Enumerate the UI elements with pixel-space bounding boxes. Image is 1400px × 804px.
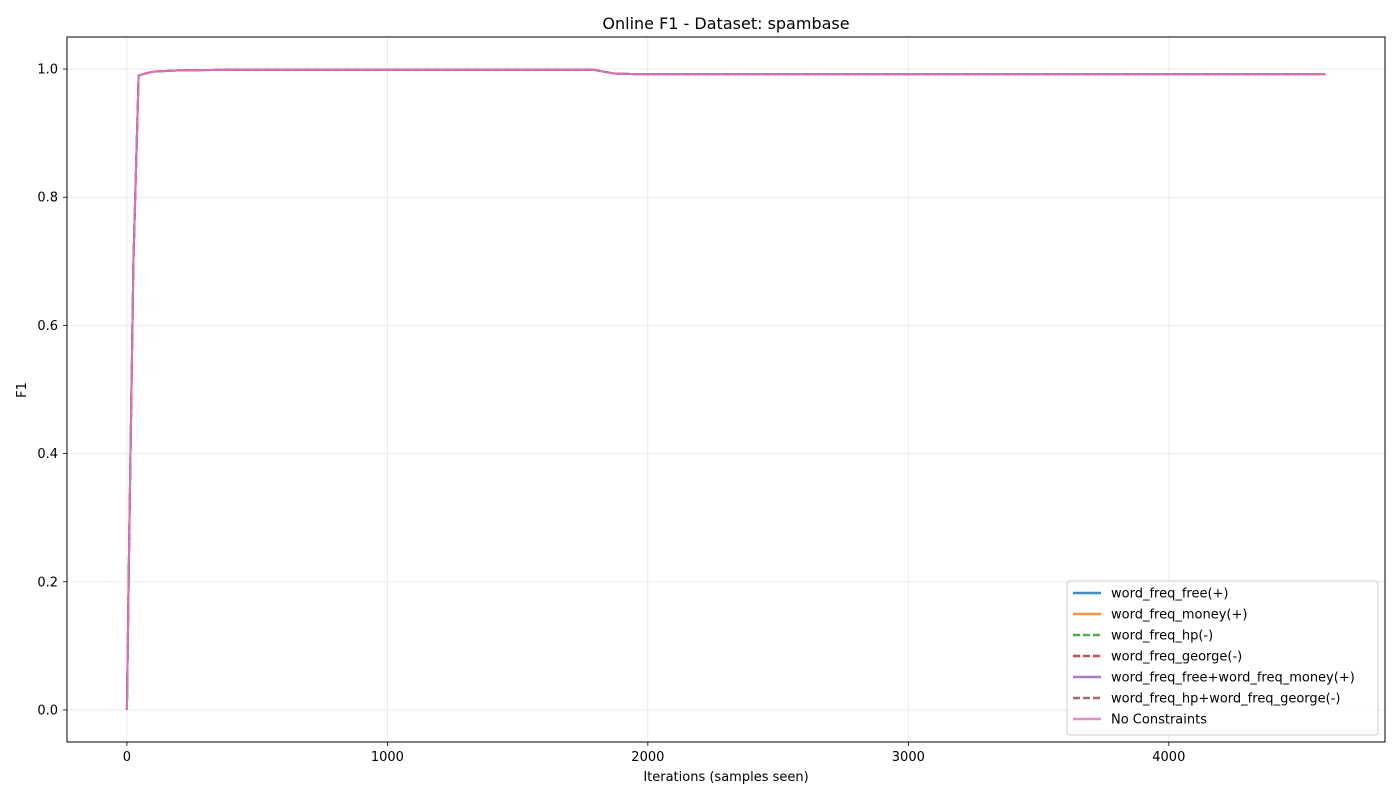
- legend-label-6: word_freq_hp+word_freq_george(-): [1111, 692, 1340, 707]
- legend-label-1: word_freq_free(+): [1111, 587, 1229, 602]
- plot-frame: [66, 36, 1386, 743]
- axis-ticks: 0 1000 2000 3000 4000 0.0 0.2 0.4 0.6 0.8 1.0: [37, 63, 1185, 765]
- x-tick-label: 1000: [371, 750, 404, 765]
- legend-label-3: word_freq_hp(-): [1111, 629, 1213, 644]
- series-lines: [125, 68, 1326, 710]
- y-tick-label: 0.4: [37, 447, 58, 462]
- legend-label-7: No Constraints: [1111, 713, 1207, 728]
- y-axis-label: F1: [15, 382, 30, 398]
- legend-label-2: word_freq_money(+): [1111, 608, 1247, 623]
- x-tick-label: 4000: [1152, 750, 1185, 765]
- x-tick-label: 3000: [892, 750, 925, 765]
- legend-box: [1066, 580, 1379, 736]
- y-tick-label: 0.2: [37, 575, 58, 590]
- legend-label-4: word_freq_george(-): [1111, 650, 1242, 665]
- series-line-7: [125, 68, 1326, 710]
- y-tick-label: 0.0: [37, 703, 58, 718]
- y-tick-label: 0.6: [37, 319, 58, 334]
- x-tick-label: 0: [123, 750, 131, 765]
- x-tick-label: 2000: [631, 750, 664, 765]
- legend: word_freq_free(+) word_freq_money(+) word_…: [1066, 580, 1379, 736]
- chart-title: Online F1 - Dataset: spambase: [602, 14, 849, 33]
- x-axis-label: Iterations (samples seen): [643, 770, 808, 785]
- legend-label-5: word_freq_free+word_freq_money(+): [1111, 671, 1355, 686]
- y-tick-label: 1.0: [37, 63, 58, 78]
- y-tick-label: 0.8: [37, 191, 58, 206]
